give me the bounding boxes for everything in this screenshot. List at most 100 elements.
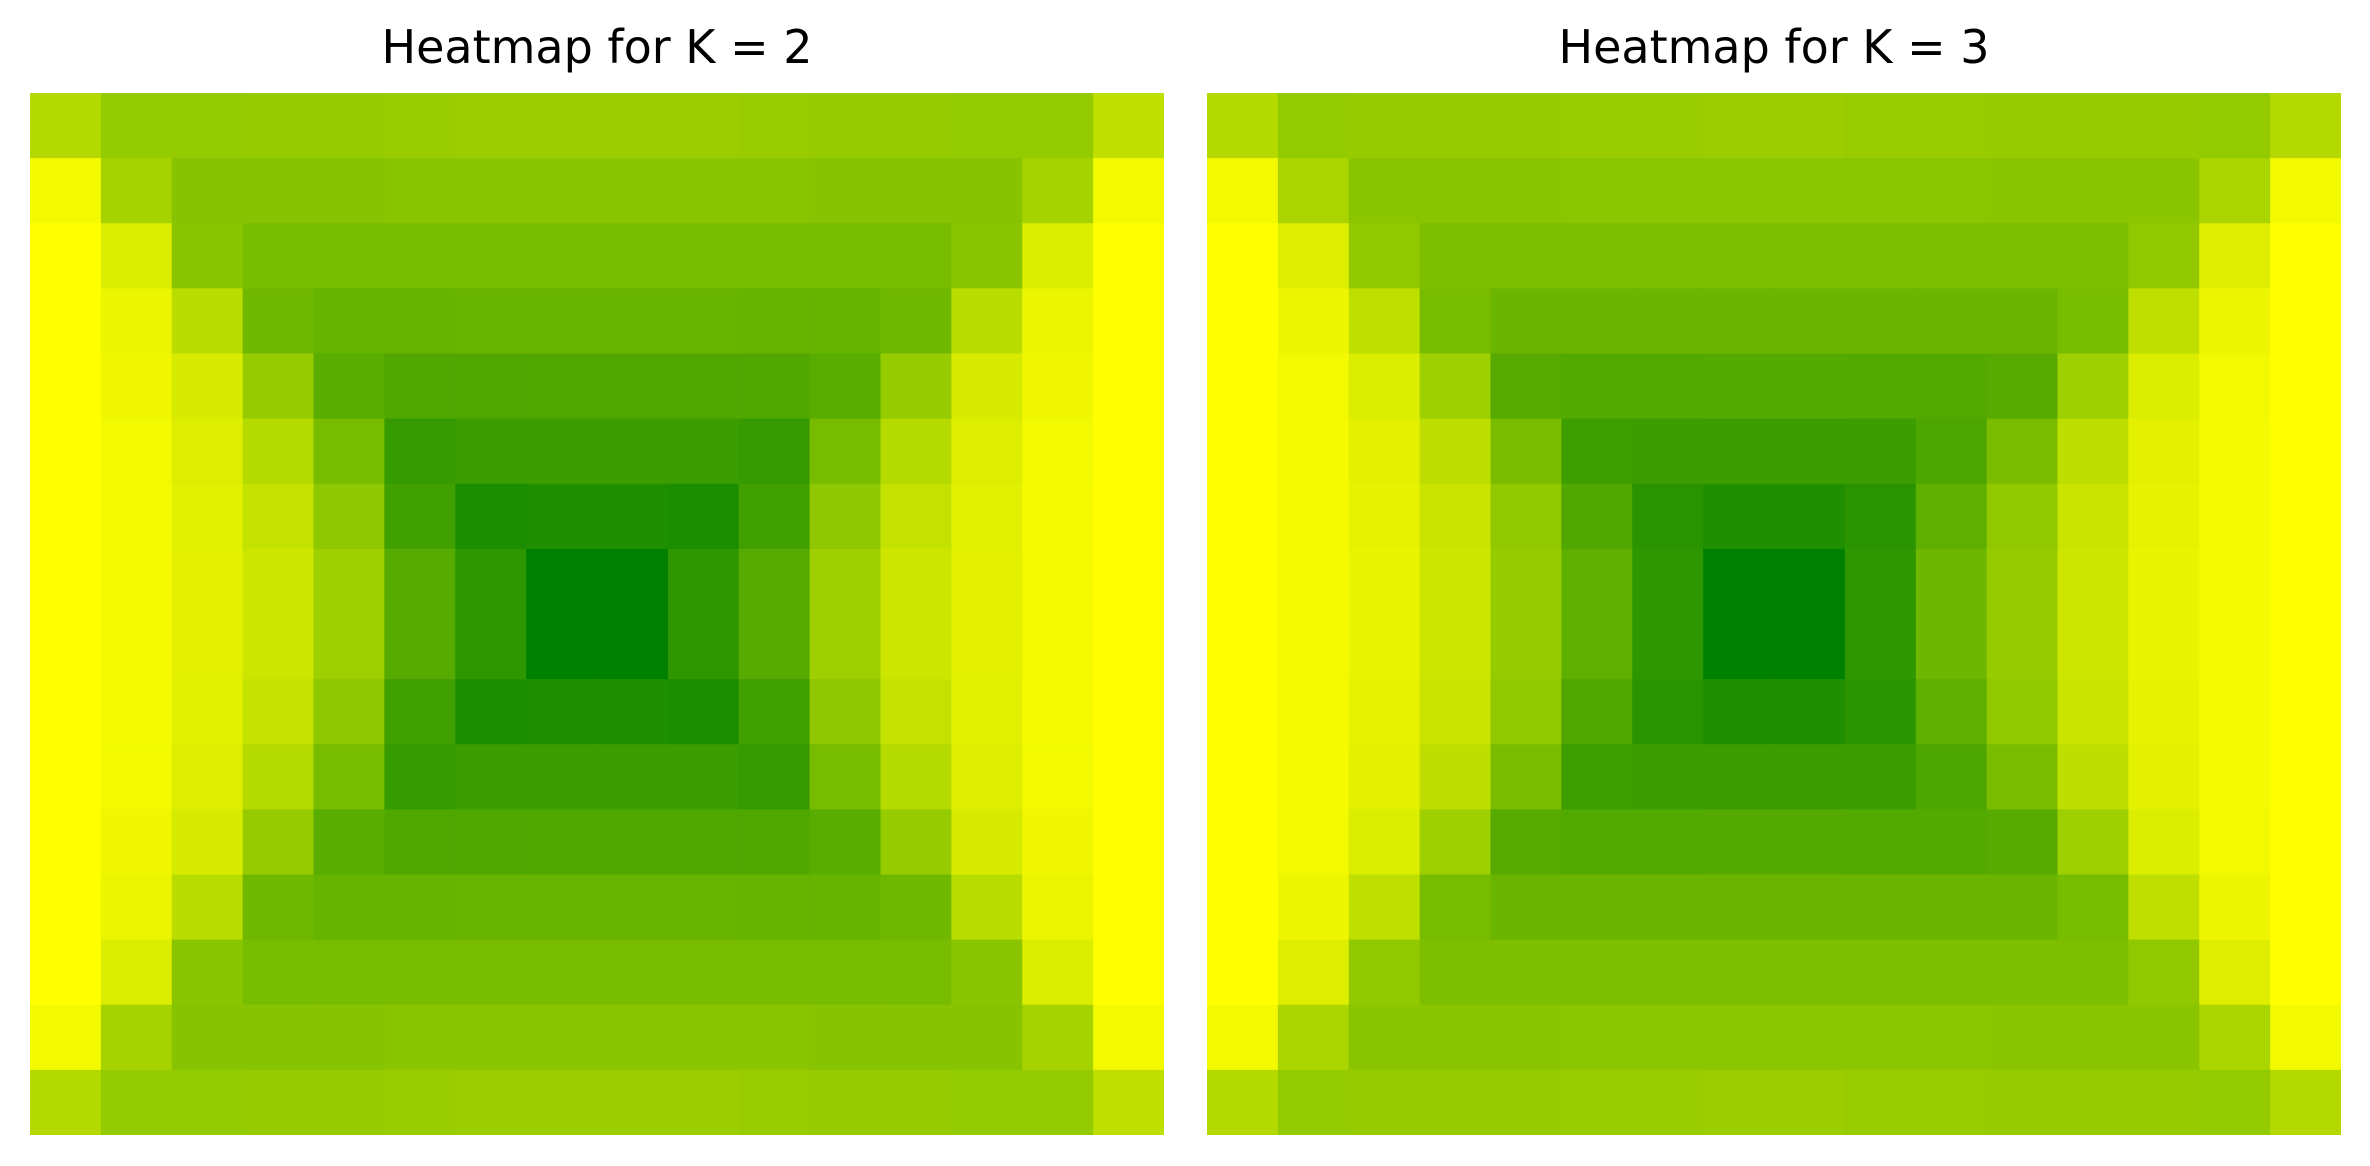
heatmap-cell [1278,354,1349,420]
heatmap-cell [1022,614,1093,680]
heatmap-cell [2058,158,2129,224]
heatmap-cell [1916,419,1987,485]
heatmap-cell [810,1005,881,1071]
heatmap-cell [1703,679,1774,745]
heatmap-cell [101,484,172,550]
heatmap-cell [1349,875,1420,941]
heatmap-cell [1561,549,1632,615]
heatmap-panel-k3: Heatmap for K = 3 [1207,0,2341,1166]
heatmap-cell [1845,158,1916,224]
heatmap-cell [1022,158,1093,224]
heatmap-cell [597,614,668,680]
heatmap-cell [668,484,739,550]
heatmap-cell [2128,354,2199,420]
heatmap-cell [526,223,597,289]
heatmap-cell [526,1005,597,1071]
heatmap-cell [314,1070,385,1135]
heatmap-cell [101,614,172,680]
heatmap-cell [314,419,385,485]
heatmap-cell [1278,614,1349,680]
heatmap-cell [1703,1005,1774,1071]
heatmap-cell [1093,93,1164,159]
heatmap-cell [1349,288,1420,354]
heatmap-cell [1093,354,1164,420]
heatmap-cell [2199,1070,2270,1135]
heatmap-cell [2199,158,2270,224]
heatmap-cell [101,1005,172,1071]
heatmap-cell [2128,809,2199,875]
heatmap-cell [951,1070,1022,1135]
heatmap-cell [1987,679,2058,745]
heatmap-cell [455,549,526,615]
heatmap-cell [172,940,243,1006]
heatmap-cell [810,875,881,941]
heatmap-cell [384,875,455,941]
heatmap-cell [1987,93,2058,159]
heatmap-cell [1093,1005,1164,1071]
heatmap-cell [1022,940,1093,1006]
heatmap-cell [1845,288,1916,354]
heatmap-cell [243,288,314,354]
heatmap-cell [668,288,739,354]
heatmap-cell [1774,614,1845,680]
heatmap-cell [455,1005,526,1071]
heatmap-cell [1093,875,1164,941]
heatmap-cell [1561,744,1632,810]
heatmap-cell [881,158,952,224]
heatmap-cell [455,809,526,875]
heatmap-cell [1207,1070,1278,1135]
heatmap-cell [1632,549,1703,615]
heatmap-cell [314,1005,385,1071]
heatmap-cell [951,354,1022,420]
heatmap-cell [1987,744,2058,810]
heatmap-cell [1022,354,1093,420]
heatmap-cell [1703,93,1774,159]
heatmap-cell [1420,940,1491,1006]
heatmap-cell [1278,679,1349,745]
heatmap-cell [101,354,172,420]
heatmap-cell [30,875,101,941]
heatmap-cell [2128,158,2199,224]
heatmap-cell [668,419,739,485]
heatmap-cell [1561,1005,1632,1071]
heatmap-cell [1916,1070,1987,1135]
heatmap-cell [951,744,1022,810]
heatmap-cell [2199,419,2270,485]
heatmap-cell [1845,419,1916,485]
heatmap-cell [526,419,597,485]
heatmap-cell [1207,744,1278,810]
heatmap-cell [1632,288,1703,354]
heatmap-cell [2058,223,2129,289]
heatmap-cell [1561,809,1632,875]
heatmap-cell [1093,744,1164,810]
heatmap-cell [597,744,668,810]
heatmap-cell [810,419,881,485]
heatmap-cell [101,549,172,615]
heatmap-cell [1278,484,1349,550]
heatmap-cell [1278,419,1349,485]
heatmap-cell [1561,288,1632,354]
heatmap-cell [384,614,455,680]
heatmap-cell [668,93,739,159]
heatmap-cell [384,679,455,745]
heatmap-cell [1916,875,1987,941]
heatmap-cell [314,288,385,354]
heatmap-cell [1845,1070,1916,1135]
heatmap-cell [101,809,172,875]
heatmap-cell [243,93,314,159]
heatmap-cell [384,354,455,420]
heatmap-cell [1349,1005,1420,1071]
heatmap-cell [101,419,172,485]
heatmap-cell [2058,549,2129,615]
heatmap-cell [597,93,668,159]
heatmap-cell [1845,940,1916,1006]
heatmap-cell [2199,93,2270,159]
heatmap-cell [810,223,881,289]
heatmap-cell [668,549,739,615]
heatmap-cell [881,354,952,420]
heatmap-cell [2270,1070,2341,1135]
heatmap-cell [384,419,455,485]
heatmap-cell [1093,679,1164,745]
heatmap-cell [30,484,101,550]
heatmap-cell [668,809,739,875]
